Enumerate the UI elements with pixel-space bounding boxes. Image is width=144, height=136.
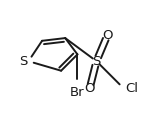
Text: O: O	[84, 82, 95, 95]
Text: O: O	[102, 29, 113, 42]
Text: S: S	[92, 55, 101, 68]
Text: S: S	[19, 55, 27, 68]
Text: Br: Br	[70, 86, 85, 99]
Text: Cl: Cl	[125, 82, 138, 95]
